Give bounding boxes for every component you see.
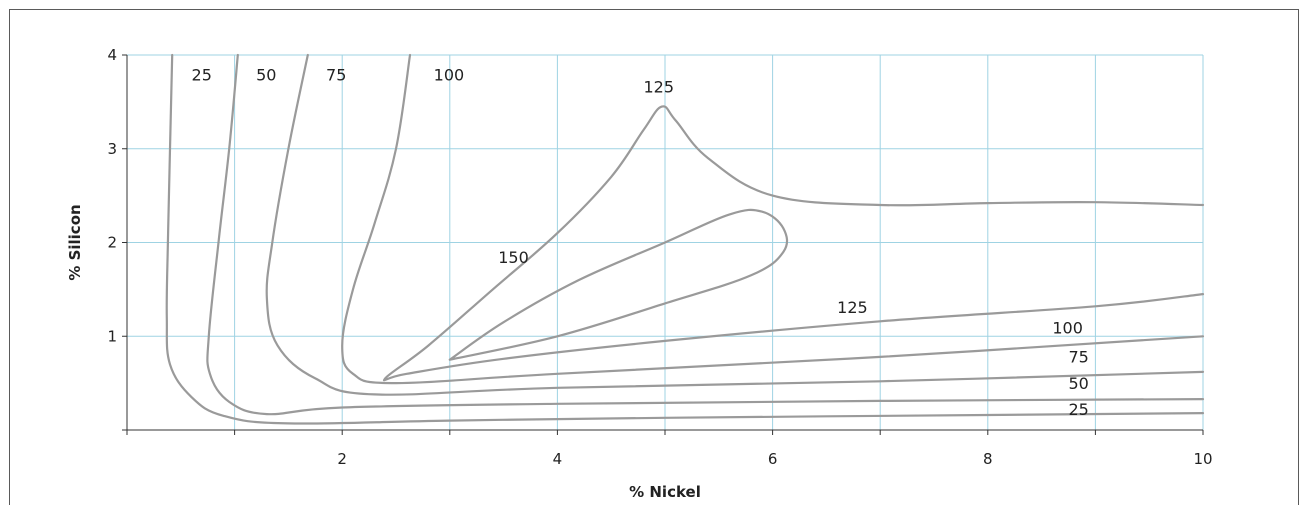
y-tick-label: 1	[107, 327, 117, 345]
contour-lines	[165, 53, 1205, 425]
contour-line-125	[382, 105, 1205, 382]
y-axis-title: % Silicon	[66, 204, 84, 280]
contour-label: 75	[1069, 348, 1089, 367]
x-tick-label: 2	[337, 450, 347, 468]
chart-frame	[9, 9, 1299, 505]
y-tick-label: 3	[107, 140, 117, 158]
contour-line-50	[206, 53, 1205, 416]
grid-lines	[127, 54, 1204, 430]
x-tick-label: 4	[553, 450, 563, 468]
contour-label: 25	[1069, 400, 1089, 419]
contour-label: 75	[326, 65, 346, 84]
contour-label: 100	[1052, 318, 1083, 337]
contour-label: 50	[256, 65, 276, 84]
contour-label: 125	[643, 78, 674, 97]
contour-labels: 25 50 75 100 125 150 125 100 75 50 25	[192, 65, 1089, 419]
contour-label: 150	[498, 248, 529, 267]
x-tick-label: 6	[768, 450, 778, 468]
axes	[122, 54, 1204, 435]
contour-label: 100	[434, 65, 465, 84]
contour-line-25	[165, 53, 1205, 425]
contour-line-150	[448, 208, 789, 361]
y-tick-label: 2	[107, 234, 117, 252]
contour-label: 50	[1069, 374, 1089, 393]
contour-line-100	[341, 53, 1205, 385]
contour-label: 25	[192, 65, 212, 84]
y-tick-label: 4	[107, 46, 117, 64]
x-axis-title: % Nickel	[629, 483, 701, 501]
contour-label: 125	[837, 298, 868, 317]
x-tick-label: 8	[983, 450, 993, 468]
x-tick-label: 10	[1193, 450, 1212, 468]
contour-line-75	[265, 53, 1205, 396]
